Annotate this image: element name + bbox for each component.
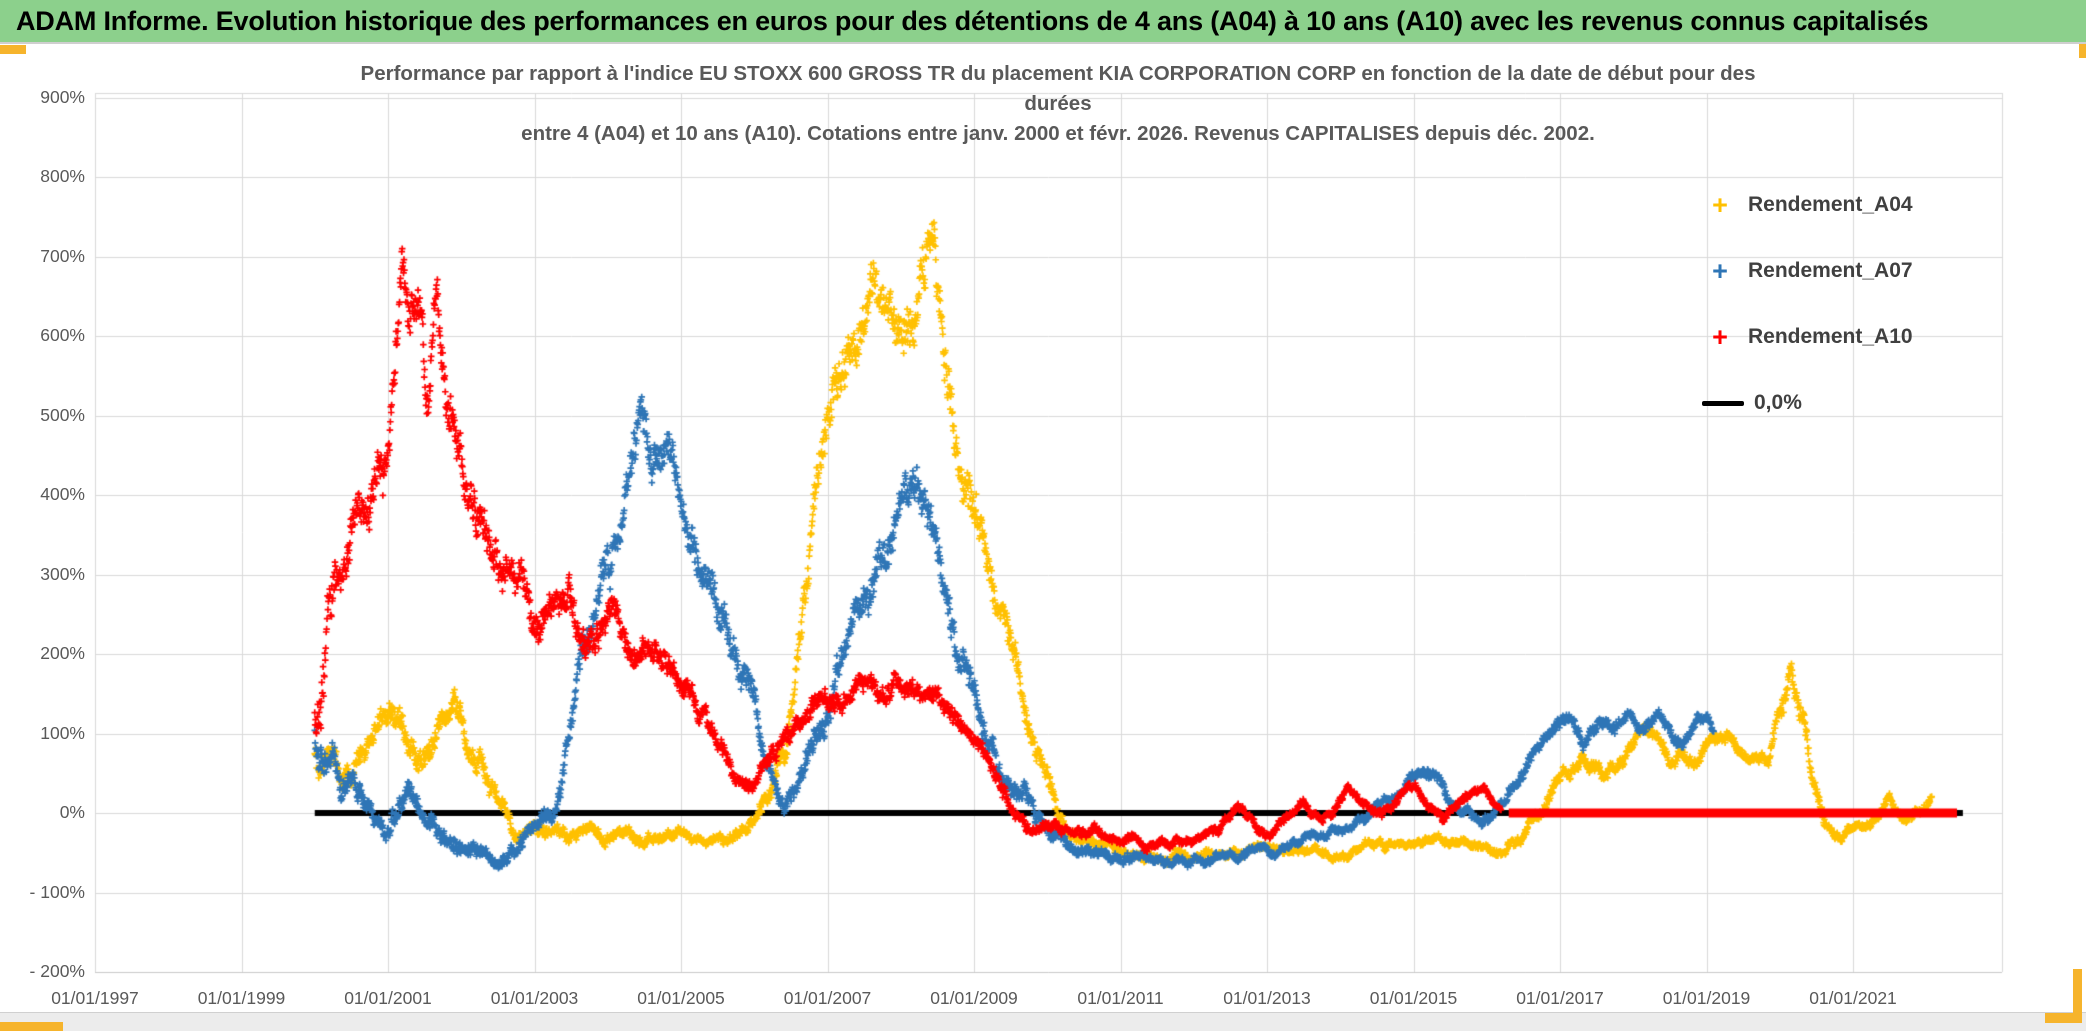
y-tick-label: 900% [40, 86, 85, 107]
x-tick-label: 01/01/2005 [637, 988, 725, 1008]
y-tick-label: 100% [40, 722, 85, 743]
y-tick-label: 500% [40, 404, 85, 425]
y-tick-label: - 100% [29, 881, 85, 902]
chart-title: Performance par rapport à l'indice EU ST… [183, 59, 1933, 149]
gold-accent-bottom-right [2045, 1013, 2082, 1023]
y-tick-label: 300% [40, 563, 85, 584]
x-tick-label: 01/01/2015 [1369, 988, 1458, 1008]
legend-label: 0,0% [1754, 391, 1802, 414]
x-tick-label: 01/01/2003 [490, 988, 579, 1008]
y-tick-label: 800% [40, 166, 85, 186]
legend-label: Rendement_A10 [1748, 325, 1913, 348]
x-tick-label: 01/01/2011 [1077, 988, 1164, 1008]
x-tick-label: 01/01/2019 [1662, 988, 1751, 1008]
legend-label: Rendement_A07 [1748, 259, 1913, 282]
legend: + Rendement_A04 + Rendement_A07 + Rendement_A… [1702, 172, 1913, 436]
y-tick-label: 700% [40, 245, 85, 266]
y-tick-label: 600% [40, 325, 85, 345]
plus-marker-icon: + [1712, 255, 1728, 286]
legend-item-0-0-: 0,0% [1702, 370, 1913, 436]
gold-accent-top-left [0, 45, 26, 54]
x-tick-label: 01/01/2021 [1809, 988, 1897, 1008]
page-title: ADAM Informe. Evolution historique des p… [16, 5, 1929, 36]
x-tick-label: 01/01/2017 [1516, 988, 1604, 1008]
x-tick-label: 01/01/1997 [51, 988, 139, 1008]
chart-title-line3: entre 4 (A04) et 10 ans (A10). Cotations… [521, 122, 1595, 145]
legend-label: Rendement_A04 [1748, 193, 1913, 216]
footer-strip [0, 1012, 2086, 1031]
chart-title-line2: durées [1024, 92, 1092, 115]
x-tick-label: 01/01/2013 [1223, 988, 1311, 1008]
line-swatch-icon [1702, 400, 1744, 406]
x-tick-label: 01/01/2007 [783, 988, 872, 1008]
gold-accent-top-right [2079, 44, 2086, 58]
x-tick-label: 01/01/1999 [197, 988, 286, 1008]
chart-title-line1: Performance par rapport à l'indice EU ST… [360, 62, 1756, 85]
legend-item-rendement-a04: + Rendement_A04 [1702, 172, 1913, 238]
gold-accent-bottom-left [0, 1022, 63, 1031]
plus-marker-icon: + [1712, 189, 1728, 220]
plus-marker-icon: + [1712, 321, 1728, 352]
y-tick-label: 200% [40, 643, 85, 663]
legend-item-rendement-a10: + Rendement_A10 [1702, 304, 1913, 370]
x-tick-label: 01/01/2001 [344, 988, 432, 1008]
y-tick-label: 0% [59, 802, 85, 822]
legend-item-rendement-a07: + Rendement_A07 [1702, 238, 1913, 304]
x-tick-label: 01/01/2009 [930, 988, 1018, 1008]
title-bar: ADAM Informe. Evolution historique des p… [0, 0, 2086, 44]
y-tick-label: - 200% [29, 961, 85, 981]
y-tick-label: 400% [40, 484, 85, 504]
gold-accent-right [2073, 969, 2082, 1023]
